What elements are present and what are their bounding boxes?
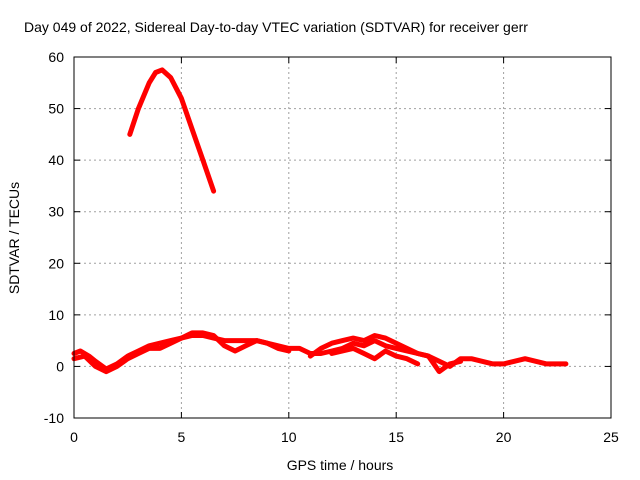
y-tick-label: 10 (48, 307, 64, 323)
y-axis-label: SDTVAR / TECUs (6, 182, 22, 294)
x-tick-label: 15 (388, 429, 404, 445)
y-tick-label: 50 (48, 101, 64, 117)
series-line-arc-3 (71, 330, 292, 375)
y-tick-label: 60 (48, 49, 64, 65)
chart-title: Day 049 of 2022, Sidereal Day-to-day VTE… (24, 19, 528, 35)
data-series (71, 67, 569, 375)
series-line-arc-1 (127, 67, 217, 194)
x-tick-labels: 0 5 10 15 20 25 (70, 429, 619, 445)
x-axis-label: GPS time / hours (287, 457, 394, 473)
x-tick-label: 25 (603, 429, 619, 445)
x-tick-label: 10 (281, 429, 297, 445)
y-tick-label: 0 (56, 358, 64, 374)
plot-frame (73, 56, 612, 419)
series-line-arc-4 (307, 333, 464, 375)
series-line-arc-5 (329, 345, 421, 367)
series-line-arc-2 (71, 333, 569, 372)
y-tick-label: -10 (44, 410, 64, 426)
grid-lines (74, 57, 611, 418)
x-tick-label: 0 (70, 429, 78, 445)
x-tick-label: 5 (178, 429, 186, 445)
y-tick-label: 20 (48, 255, 64, 271)
y-tick-label: 40 (48, 152, 64, 168)
y-tick-label: 30 (48, 204, 64, 220)
axis-ticks (73, 56, 612, 419)
x-tick-label: 20 (496, 429, 512, 445)
y-tick-labels: -10 0 10 20 30 40 50 60 (44, 49, 64, 426)
